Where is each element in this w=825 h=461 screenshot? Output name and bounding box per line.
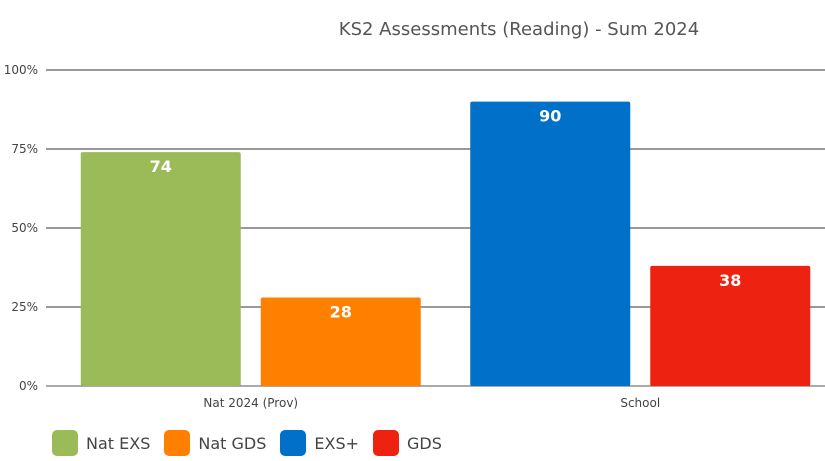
legend-label: EXS+ [314, 433, 360, 453]
bar-nat-exs [80, 152, 241, 386]
legend-label: Nat GDS [198, 433, 267, 453]
legend-swatch [373, 430, 400, 456]
legend-item[interactable]: EXS+ [280, 430, 359, 456]
data-label: 90 [539, 107, 561, 126]
legend: Nat EXS Nat GDS EXS+ GDS [52, 430, 442, 456]
legend-item[interactable]: Nat EXS [52, 430, 150, 456]
data-labels: 74 28 90 38 [150, 107, 742, 322]
y-axis-ticks: 0% 25% 50% 75% 100% [4, 63, 38, 393]
bar-gds [650, 265, 811, 386]
y-tick-label: 75% [11, 142, 38, 156]
y-tick-label: 25% [11, 300, 38, 314]
data-label: 28 [330, 303, 352, 322]
chart-title: KS2 Assessments (Reading) - Sum 2024 [339, 19, 699, 40]
x-category-label: Nat 2024 (Prov) [203, 396, 298, 410]
bar-chart: KS2 Assessments (Reading) - Sum 2024 0% 2… [4, 19, 825, 410]
legend-swatch [280, 430, 307, 456]
bars [80, 101, 811, 386]
legend-label: GDS [407, 433, 442, 453]
legend-item[interactable]: GDS [373, 430, 442, 456]
legend-item[interactable]: Nat GDS [164, 430, 266, 456]
y-tick-label: 0% [19, 379, 38, 393]
data-label: 74 [150, 157, 172, 176]
y-tick-label: 50% [11, 221, 38, 235]
legend-swatch [52, 430, 78, 456]
bar-nat-gds [260, 297, 421, 386]
x-axis-categories: Nat 2024 (Prov) School [203, 396, 660, 410]
bar-exs- [470, 101, 631, 386]
y-tick-label: 100% [4, 63, 38, 77]
data-label: 38 [719, 271, 741, 290]
legend-swatch [164, 430, 191, 456]
x-category-label: School [620, 396, 660, 410]
legend-label: Nat EXS [86, 433, 151, 453]
